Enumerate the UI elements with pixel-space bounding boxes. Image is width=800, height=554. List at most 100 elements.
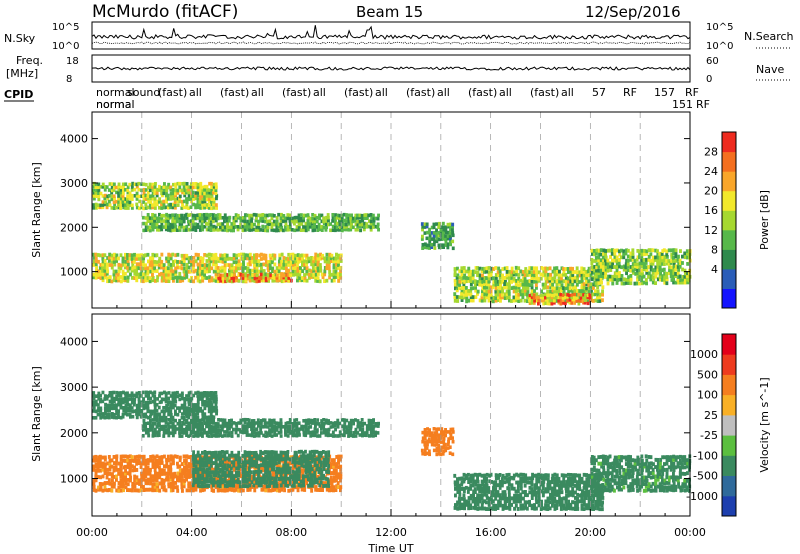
echo-cell <box>314 455 317 460</box>
echo-cell <box>335 455 339 459</box>
echo-cell <box>530 266 534 271</box>
echo-cell <box>92 464 95 469</box>
echo-cell <box>548 278 552 283</box>
echo-cell <box>448 239 452 244</box>
echo-cell <box>107 255 111 260</box>
echo-cell <box>119 488 123 493</box>
echo-cell <box>185 224 189 229</box>
echo-cell <box>329 228 332 233</box>
echo-cell <box>110 390 114 395</box>
echo-cell <box>241 427 245 432</box>
echo-cell <box>234 216 238 221</box>
echo-cell <box>252 473 256 478</box>
echo-cell <box>155 409 159 413</box>
echo-cell <box>334 272 338 277</box>
echo-cell <box>584 280 588 284</box>
echo-cell <box>210 454 214 459</box>
echo-cell <box>550 295 554 300</box>
echo-cell <box>228 278 232 283</box>
echo-cell <box>453 273 457 278</box>
echo-cell <box>169 193 173 198</box>
echo-cell <box>460 288 464 293</box>
echo-cell <box>608 248 612 253</box>
echo-cell <box>299 278 302 283</box>
echo-cell <box>99 269 103 274</box>
echo-cell <box>153 216 157 220</box>
echo-cell <box>144 269 148 274</box>
echo-cell <box>309 218 313 223</box>
echo-cell <box>99 468 103 473</box>
echo-cell <box>252 454 256 459</box>
echo-cell <box>331 213 335 217</box>
echo-cell <box>196 479 200 484</box>
echo-cell <box>305 262 308 267</box>
echo-cell <box>541 282 545 287</box>
echo-cell <box>162 478 166 483</box>
echo-cell <box>676 271 680 275</box>
echo-cell <box>132 393 136 398</box>
echo-cell <box>290 427 294 432</box>
echo-cell <box>182 259 186 263</box>
echo-cell <box>162 415 166 419</box>
echo-cell <box>586 301 590 306</box>
echo-cell <box>146 430 150 435</box>
echo-cell <box>326 433 330 438</box>
echo-cell <box>193 418 197 422</box>
echo-cell <box>593 268 597 273</box>
echo-cell <box>674 264 678 269</box>
echo-cell <box>115 278 119 283</box>
echo-cell <box>124 182 128 186</box>
echo-cell <box>542 269 546 274</box>
echo-cell <box>115 477 118 482</box>
echo-cell <box>162 481 166 485</box>
echo-cell <box>171 276 175 280</box>
echo-cell <box>187 402 191 407</box>
echo-cell <box>649 264 653 269</box>
echo-cell <box>239 272 243 277</box>
echo-cell <box>267 276 270 281</box>
echo-cell <box>678 258 682 263</box>
echo-cell <box>269 256 273 260</box>
echo-cell <box>649 261 653 266</box>
echo-cell <box>329 259 333 263</box>
echo-cell <box>92 194 95 198</box>
echo-cell <box>190 418 193 423</box>
echo-cell <box>638 277 642 281</box>
echo-cell <box>535 272 539 277</box>
echo-cell <box>372 424 376 429</box>
echo-cell <box>272 219 276 224</box>
echo-cell <box>141 434 145 438</box>
echo-cell <box>191 430 195 435</box>
echo-cell <box>121 182 125 187</box>
echo-cell <box>158 428 161 432</box>
echo-cell <box>499 298 502 303</box>
echo-cell <box>119 400 123 404</box>
echo-cell <box>132 459 136 463</box>
echo-cell <box>562 289 566 293</box>
echo-cell <box>196 415 200 420</box>
echo-cell <box>503 285 507 290</box>
echo-cell <box>223 213 227 217</box>
echo-cell <box>183 461 186 465</box>
echo-cell <box>230 225 234 230</box>
echo-cell <box>472 280 476 284</box>
echo-cell <box>107 194 111 198</box>
echo-cell <box>284 228 288 232</box>
echo-cell <box>92 272 96 277</box>
echo-cell <box>133 409 137 413</box>
echo-cell <box>255 225 259 230</box>
echo-cell <box>212 182 216 187</box>
echo-cell <box>255 472 258 476</box>
echo-cell <box>339 464 343 469</box>
echo-cell <box>144 481 148 486</box>
echo-cell <box>158 263 162 267</box>
echo-cell <box>198 397 202 401</box>
echo-cell <box>659 261 662 266</box>
echo-cell <box>216 430 220 435</box>
echo-cell <box>137 403 141 408</box>
echo-cell <box>146 409 150 414</box>
echo-cell <box>330 478 333 483</box>
echo-cell <box>322 221 326 226</box>
echo-cell <box>211 216 215 220</box>
